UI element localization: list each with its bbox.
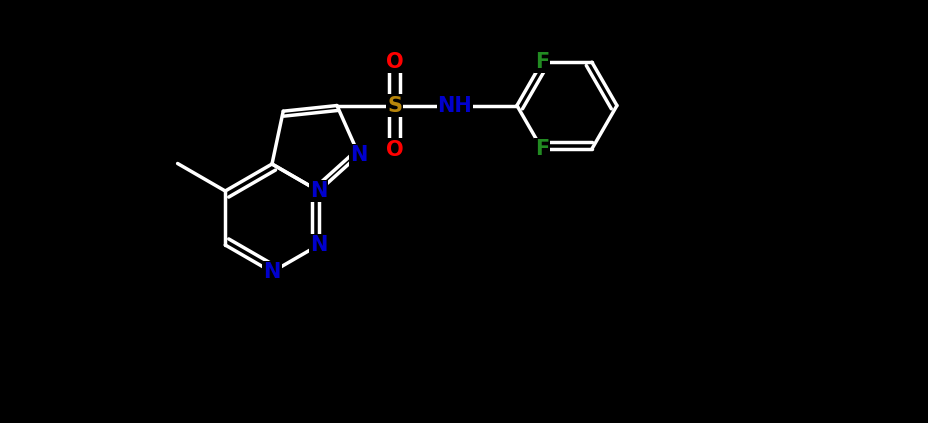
Text: F: F: [535, 139, 548, 159]
Text: S: S: [387, 96, 402, 115]
Text: N: N: [350, 145, 367, 165]
Text: O: O: [386, 140, 404, 159]
Text: N: N: [263, 262, 280, 282]
Text: O: O: [386, 52, 404, 71]
Text: F: F: [535, 52, 548, 72]
Text: N: N: [310, 235, 327, 255]
Text: NH: NH: [437, 96, 471, 115]
Text: N: N: [310, 181, 327, 201]
